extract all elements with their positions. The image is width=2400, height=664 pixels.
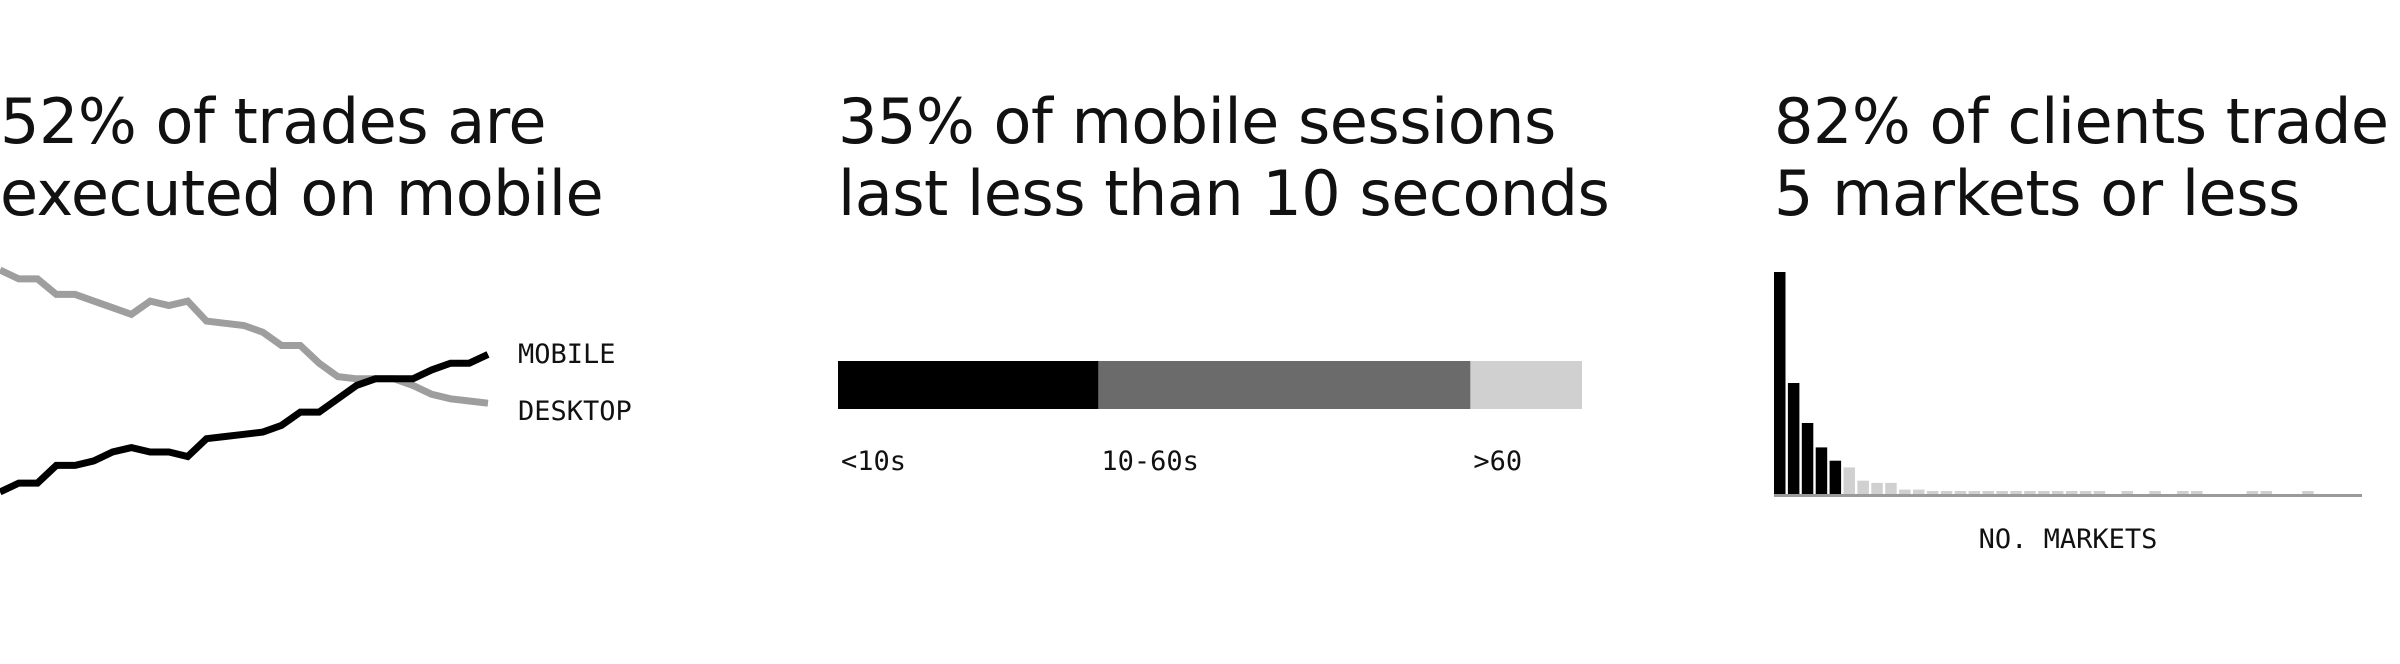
hist-bar-6: [1843, 467, 1855, 494]
hist-bar-21: [2052, 491, 2064, 494]
hist-bar-7: [1857, 480, 1869, 494]
hist-bar-9: [1885, 482, 1897, 494]
hist-bar-19: [2024, 491, 2036, 494]
hist-bar-1: [1774, 272, 1786, 494]
series-label-desktop: DESKTOP: [518, 396, 632, 427]
hist-bar-23: [2079, 491, 2092, 494]
hist-bar-26: [2121, 491, 2133, 494]
bar-segment-2: [1098, 361, 1471, 409]
hist-bar-20: [2038, 491, 2050, 494]
segment-label-1: <10s: [841, 446, 906, 477]
series-line-mobile: [0, 351, 490, 496]
headline-line-2: executed on mobile: [0, 157, 604, 230]
hist-bar-22: [2065, 491, 2078, 494]
hist-bar-5: [1829, 460, 1842, 494]
series-line-desktop: [0, 266, 489, 407]
headline-line-2: 5 markets or less: [1774, 157, 2300, 230]
hist-bar-36: [2260, 491, 2272, 494]
hist-bar-13: [1940, 491, 1953, 494]
hist-bar-8: [1871, 482, 1883, 494]
panel-mobile-trades: 52% of trades are executed on mobile MOB…: [0, 0, 700, 664]
hist-bar-12: [1926, 491, 1939, 494]
hist-bar-17: [1996, 491, 2008, 494]
headline-mobile-trades: 52% of trades are executed on mobile: [0, 85, 604, 230]
hist-bar-16: [1982, 491, 1994, 494]
hist-bar-28: [2149, 491, 2161, 494]
hist-bar-10: [1899, 489, 1911, 494]
bar-segment-1: [838, 361, 1099, 409]
headline-line-2: last less than 10 seconds: [838, 157, 1610, 230]
headline-line-1: 52% of trades are: [0, 85, 547, 158]
histogram-chart: NO. MARKETS: [1774, 272, 2362, 555]
hist-bar-24: [2093, 491, 2106, 494]
hist-bar-30: [2177, 491, 2189, 494]
hist-bar-15: [1968, 491, 1981, 494]
headline-mobile-sessions: 35% of mobile sessions last less than 10…: [838, 85, 1610, 230]
panel-client-markets: 82% of clients trade 5 markets or less N…: [1774, 0, 2389, 664]
headline-line-1: 35% of mobile sessions: [838, 85, 1556, 158]
hist-bar-14: [1954, 491, 1967, 494]
hist-bar-11: [1913, 489, 1925, 494]
hist-bar-3: [1801, 423, 1814, 494]
panel-mobile-sessions: 35% of mobile sessions last less than 10…: [838, 0, 1610, 664]
hist-bar-31: [2191, 491, 2203, 494]
line-chart: MOBILE DESKTOP: [0, 266, 632, 496]
segment-label-3: >60: [1473, 446, 1522, 477]
series-label-mobile: MOBILE: [518, 339, 616, 370]
headline-line-1: 82% of clients trade: [1774, 85, 2389, 158]
hist-bar-39: [2302, 491, 2314, 494]
x-axis-label: NO. MARKETS: [1979, 524, 2158, 555]
hist-bar-18: [2010, 491, 2022, 494]
hist-bar-35: [2246, 491, 2259, 494]
hist-bar-2: [1787, 383, 1800, 494]
hist-bar-4: [1815, 447, 1828, 494]
headline-client-markets: 82% of clients trade 5 markets or less: [1774, 86, 2389, 230]
bar-segment-3: [1470, 361, 1582, 409]
segment-label-2: 10-60s: [1101, 446, 1199, 477]
stacked-bar-chart: <10s 10-60s >60: [838, 361, 1582, 477]
